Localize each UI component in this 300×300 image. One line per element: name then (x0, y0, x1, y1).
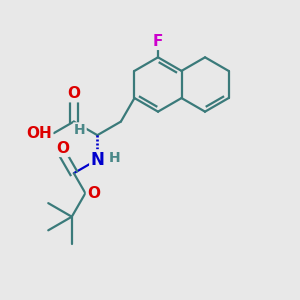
Text: O: O (56, 141, 69, 156)
Text: O: O (87, 186, 100, 201)
Text: F: F (153, 34, 163, 49)
Text: H: H (109, 151, 121, 165)
Text: N: N (90, 151, 104, 169)
Text: OH: OH (26, 126, 52, 141)
Text: O: O (67, 86, 80, 101)
Text: H: H (74, 123, 85, 137)
